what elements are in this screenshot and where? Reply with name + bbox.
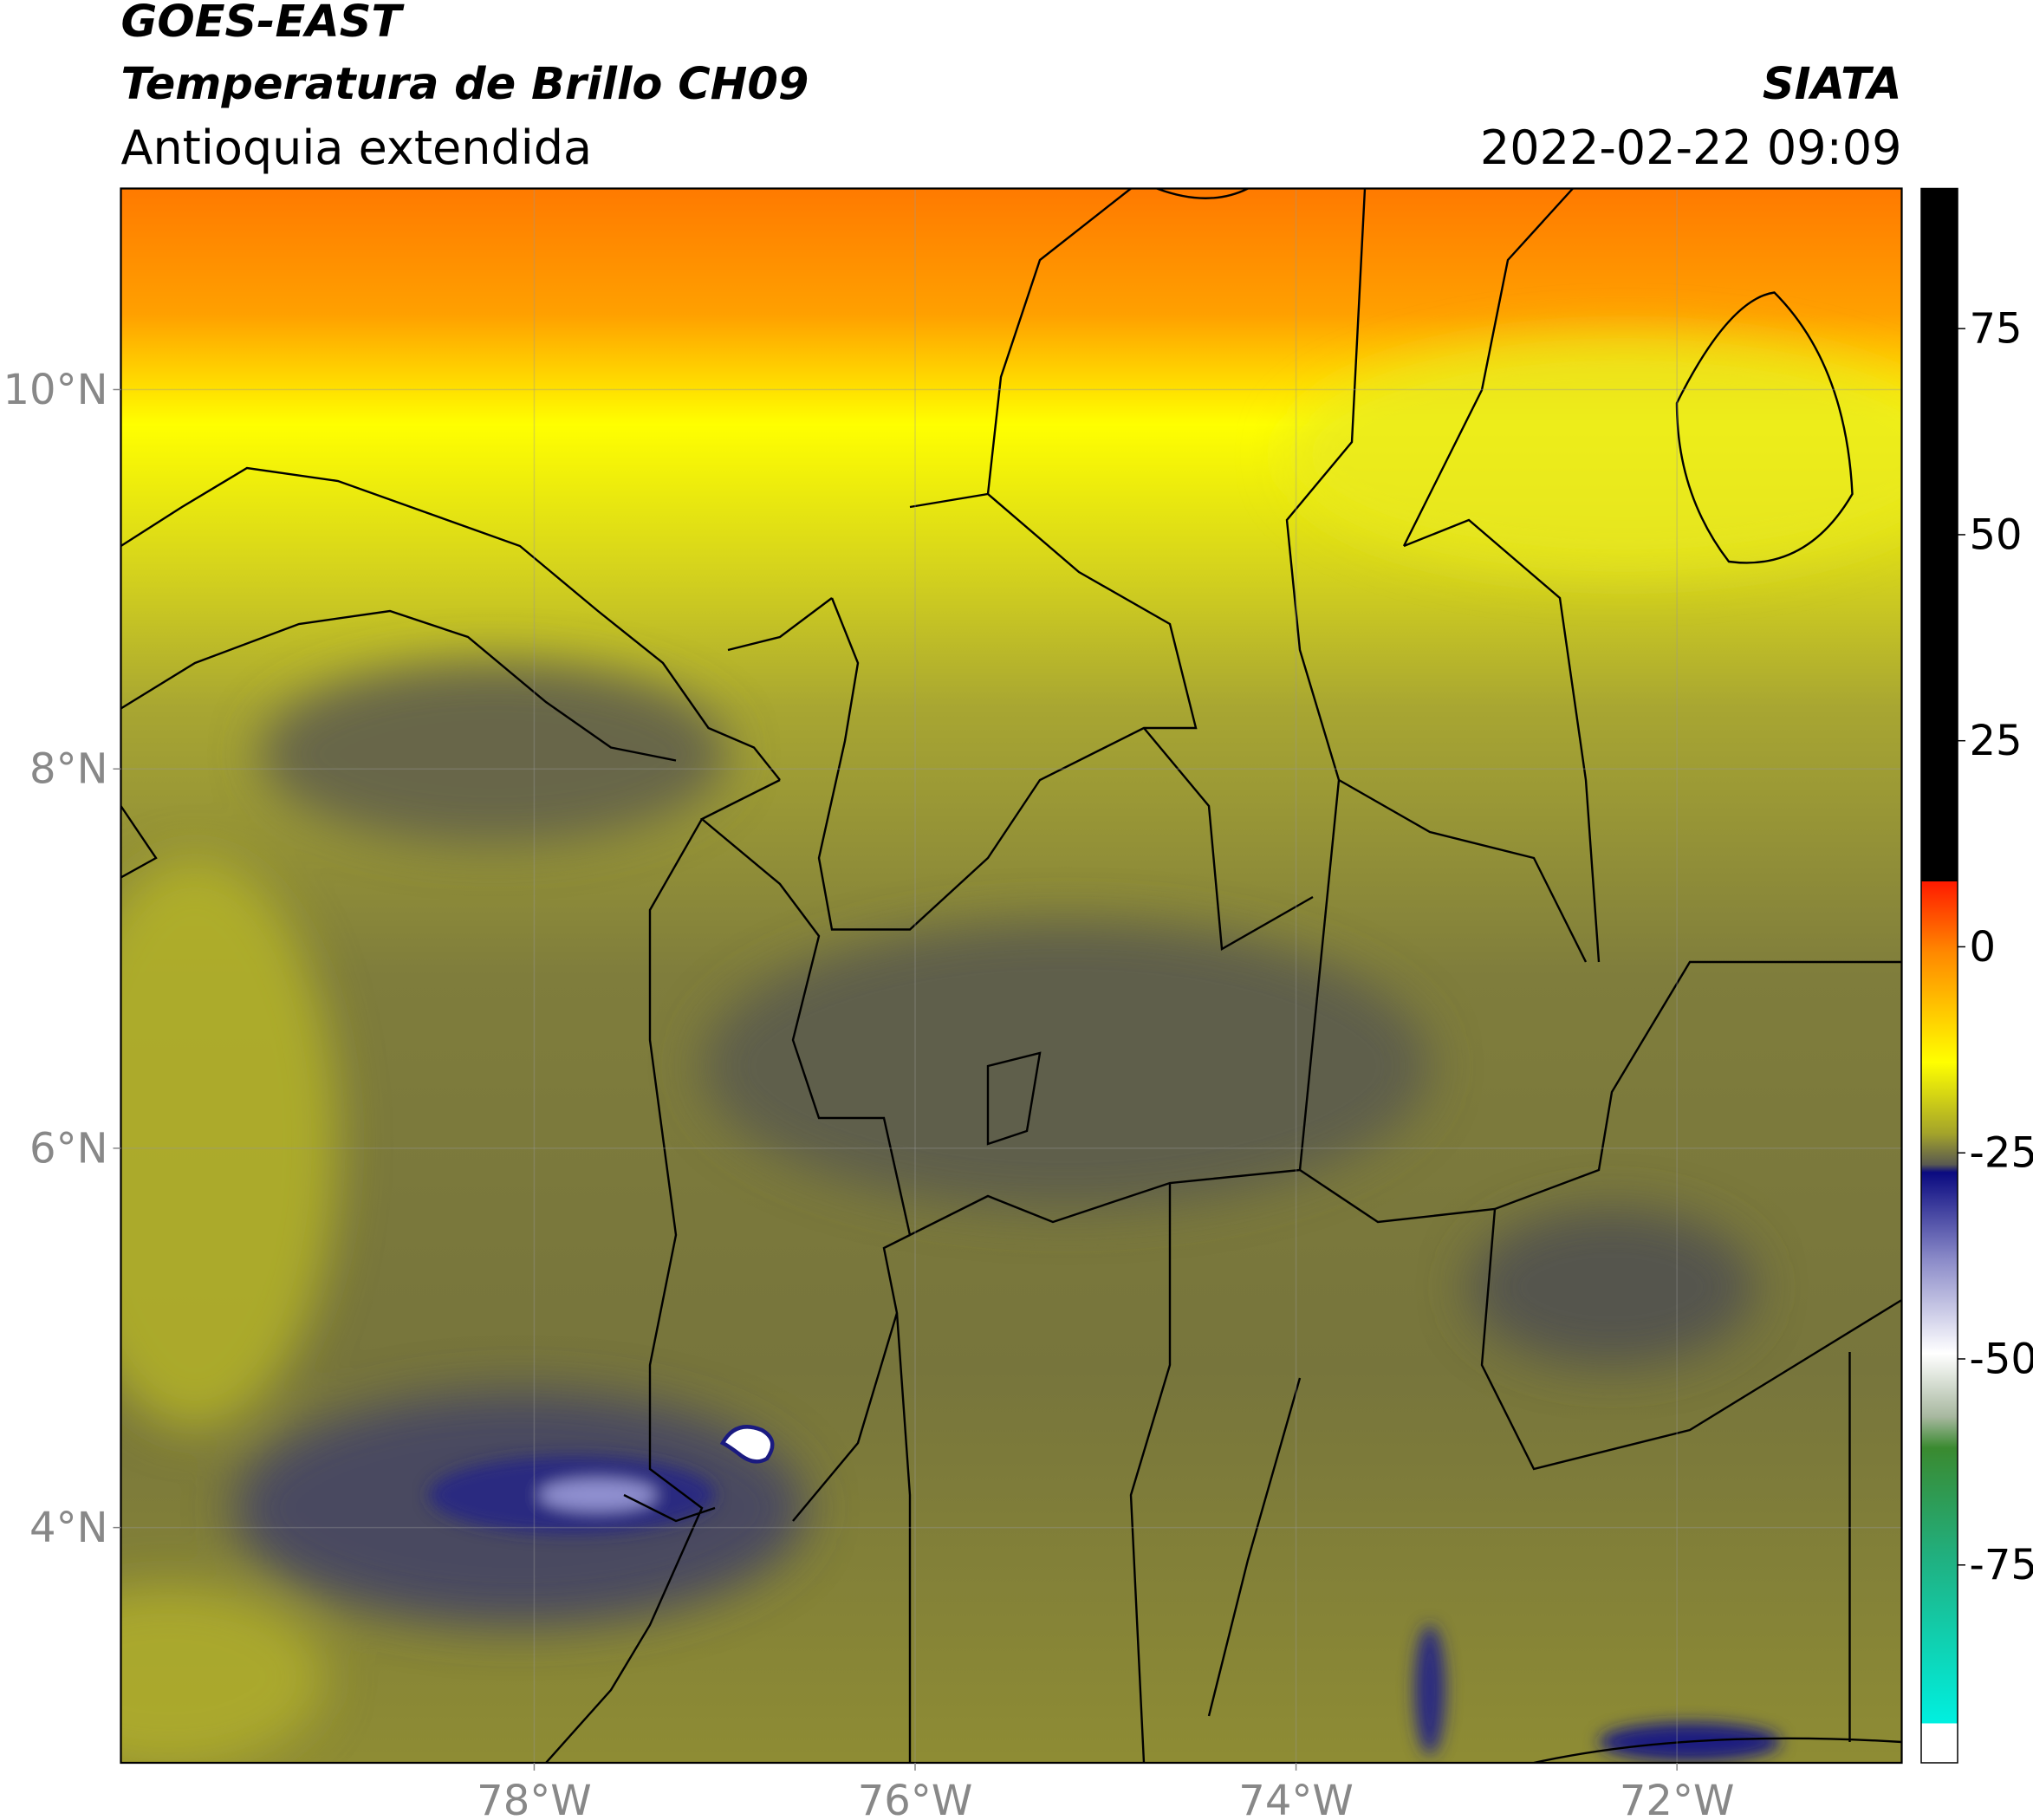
colorbar-tick-label: 75 [1970,305,2023,354]
region: Antioquia extendida [121,120,593,175]
colorbar-tick-label: -75 [1970,1541,2033,1589]
y-tick-label: 6°N [29,1124,107,1173]
colorbar-tick-label: -25 [1970,1129,2033,1178]
colorbar [1920,187,1958,1764]
x-tick-label: 78°W [477,1777,592,1820]
colorbar-tick-label: 0 [1970,923,1997,972]
colorbar-tick-label: -50 [1970,1335,2033,1383]
y-tick-label: 8°N [29,745,107,794]
title: GOES-EAST [121,0,406,48]
y-tick-label: 10°N [3,366,108,414]
x-tick-label: 74°W [1238,1777,1354,1820]
grid [120,188,1902,1763]
colorbar-tick-label: 50 [1970,510,2023,559]
x-tick-label: 76°W [858,1777,973,1820]
source: SIATA [1763,59,1902,110]
colorbar-tick-label: 25 [1970,717,2023,765]
borders [120,188,1902,1763]
datetime: 2022-02-22 09:09 [1480,120,1902,175]
satellite-image [120,188,1902,1763]
subtitle: Temperatura de Brillo CH09 [121,59,809,110]
y-tick-label: 4°N [29,1504,107,1552]
x-tick-label: 72°W [1620,1777,1735,1820]
plot-frame [120,187,1903,1765]
